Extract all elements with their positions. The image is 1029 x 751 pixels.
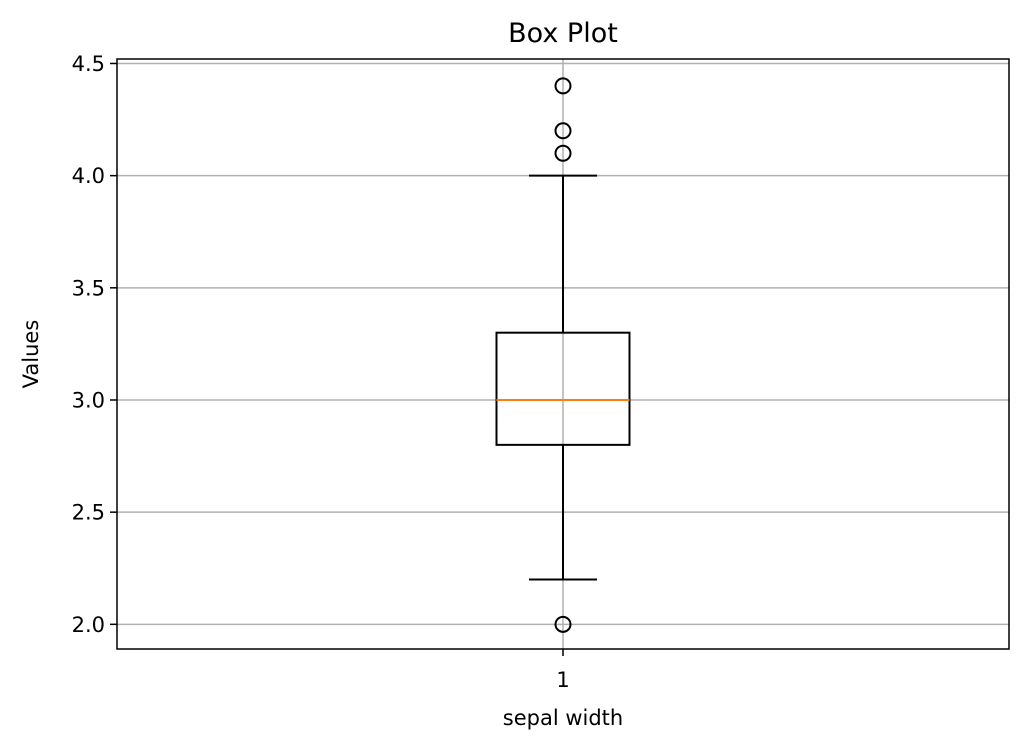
plot-frame	[116, 58, 1010, 650]
y-tick-label: 3.5	[72, 276, 105, 300]
iqr-box	[495, 331, 631, 446]
x-axis-ticks: 1	[556, 649, 570, 692]
box-series	[495, 77, 631, 633]
outlier-point	[554, 615, 572, 633]
y-tick-label: 3.0	[72, 388, 105, 412]
x-tick-label: 1	[556, 668, 569, 692]
y-axis-label: Values	[19, 320, 43, 389]
y-tick-label: 4.5	[72, 52, 105, 76]
y-tick-label: 2.0	[72, 613, 105, 637]
x-axis-label: sepal width	[503, 706, 623, 730]
y-axis-ticks: 2.0 2.5 3.0 3.5 4.0 4.5	[72, 52, 117, 637]
y-tick-label: 2.5	[72, 501, 105, 525]
chart-title: Box Plot	[508, 18, 618, 49]
outlier-point	[554, 122, 572, 140]
outlier-point	[554, 144, 572, 162]
y-tick-label: 4.0	[72, 164, 105, 188]
outlier-point	[554, 77, 572, 95]
